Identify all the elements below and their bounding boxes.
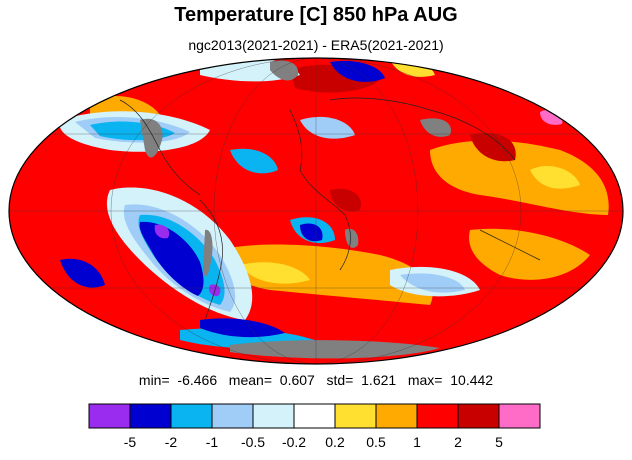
coastlines xyxy=(119,97,541,321)
coldest-region-5 xyxy=(300,223,323,242)
coldest-region-3 xyxy=(60,258,105,288)
land-mask-tibet xyxy=(420,118,451,137)
land-mask-greenland xyxy=(270,60,299,81)
stat-min-label: min= xyxy=(138,372,170,388)
warm-patch-1 xyxy=(530,165,580,189)
colorbar-swatch xyxy=(416,403,459,429)
stat-max-value: 10.442 xyxy=(450,372,494,388)
colorbar-tick-label: -2 xyxy=(164,434,178,450)
stat-std-label: std= xyxy=(326,372,354,388)
colorbar-tick-label: 1 xyxy=(413,434,421,450)
warm-region-1 xyxy=(430,140,609,215)
warm-region-3 xyxy=(469,228,590,280)
colorbar-swatch xyxy=(170,403,213,429)
land-mask-north-america xyxy=(140,118,163,158)
colorbar-swatch xyxy=(252,403,295,429)
colorbar-tick-label: -0.5 xyxy=(240,434,266,450)
colorbar-swatch xyxy=(293,403,336,429)
colorbar-tick-label: 2 xyxy=(454,434,462,450)
colorbar-tick-label: -5 xyxy=(123,434,137,450)
colorbar-swatch xyxy=(498,403,541,429)
colorbar-tick-label: 0.2 xyxy=(325,434,345,450)
coldest-region-4 xyxy=(200,318,285,338)
graticule xyxy=(9,58,623,364)
colorbar-swatch xyxy=(211,403,254,429)
colorbar-swatch xyxy=(457,403,500,429)
stat-min-value: -6.466 xyxy=(177,372,218,388)
stat-mean-value: 0.607 xyxy=(279,372,315,388)
stat-mean-label: mean= xyxy=(228,372,272,388)
stat-max-label: max= xyxy=(407,372,443,388)
plot-title: Temperature [C] 850 hPa AUG xyxy=(174,4,458,26)
colorbar-swatch xyxy=(334,403,377,429)
colorbar-swatch xyxy=(375,403,418,429)
land-mask-africa xyxy=(345,228,359,248)
cold-region-3 xyxy=(230,148,278,174)
colorbar-swatch xyxy=(88,403,131,429)
plot-subtitle: ngc2013(2021-2021) - ERA5(2021-2021) xyxy=(188,37,444,53)
land-mask-antarctica xyxy=(230,340,440,359)
warm-region-2 xyxy=(219,244,433,305)
cool-region-3 xyxy=(300,116,355,139)
stat-std-value: 1.621 xyxy=(361,372,397,388)
hot-region-2 xyxy=(470,132,516,162)
statistics-line: min= -6.466 mean= 0.607 std= 1.621 max= … xyxy=(0,372,632,388)
colorbar-swatch xyxy=(129,403,172,429)
coldest-region-1 xyxy=(139,221,204,296)
extreme-cold-spot xyxy=(154,224,170,239)
colorbar-tick-label: -1 xyxy=(205,434,219,450)
land-mask-andes xyxy=(203,229,213,277)
colorbar-tick-label: -0.2 xyxy=(281,434,307,450)
warm-patch-2 xyxy=(240,262,310,284)
map-border xyxy=(8,57,624,365)
hot-region-3 xyxy=(330,188,361,212)
colorbar-tick-label: 5 xyxy=(495,434,503,450)
colorbar-tick-label: 0.5 xyxy=(366,434,386,450)
